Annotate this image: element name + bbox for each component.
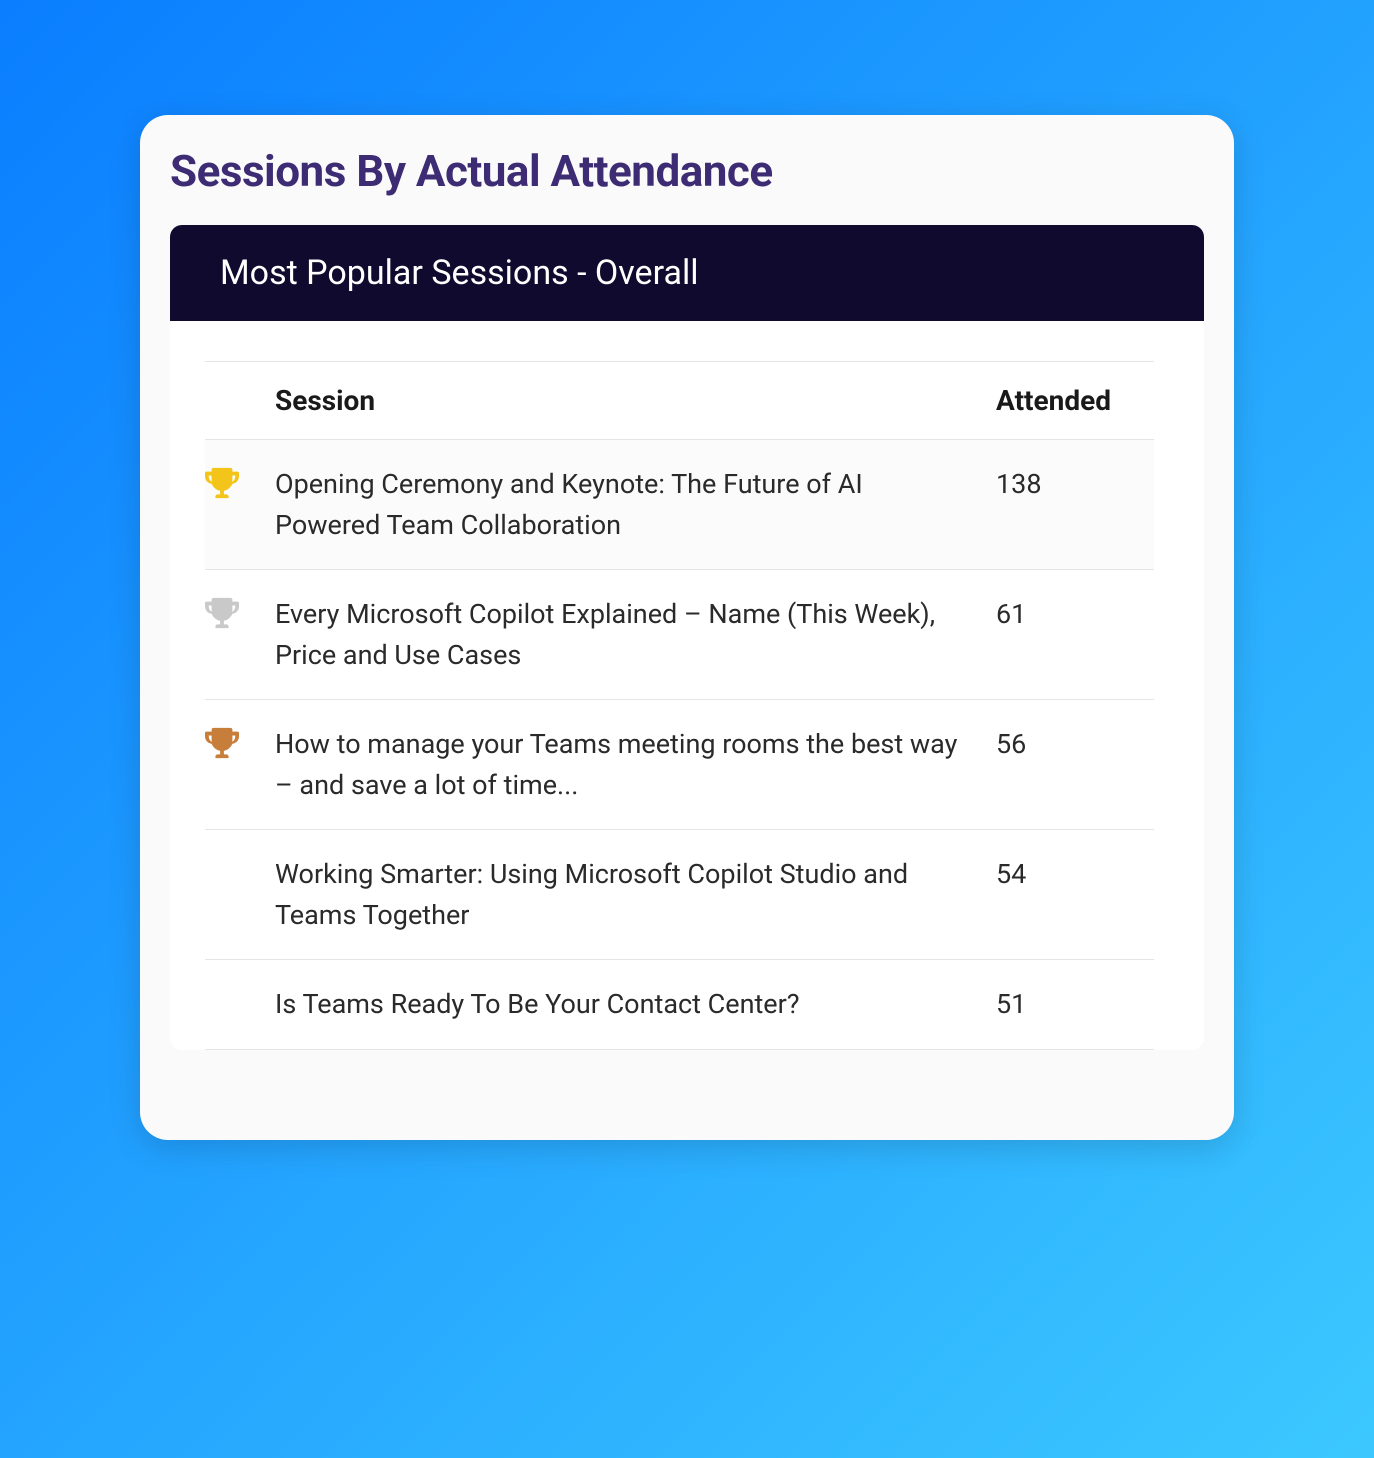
table-row: How to manage your Teams meeting rooms t… — [205, 700, 1154, 830]
cell-attended: 54 — [984, 830, 1154, 960]
sessions-tbody: Opening Ceremony and Keynote: The Future… — [205, 440, 1154, 1050]
trophy-icon — [205, 466, 239, 500]
cell-trophy — [205, 700, 263, 830]
column-header-attended: Attended — [984, 362, 1154, 440]
cell-attended: 138 — [984, 440, 1154, 570]
cell-session: Every Microsoft Copilot Explained – Name… — [263, 570, 984, 700]
sessions-table: Session Attended Opening Ceremony and Ke… — [205, 361, 1154, 1050]
cell-trophy — [205, 440, 263, 570]
trophy-icon — [205, 596, 239, 630]
table-header-row: Session Attended — [205, 362, 1154, 440]
column-header-session: Session — [263, 362, 984, 440]
cell-trophy — [205, 570, 263, 700]
cell-session: Working Smarter: Using Microsoft Copilot… — [263, 830, 984, 960]
table-row: Every Microsoft Copilot Explained – Name… — [205, 570, 1154, 700]
panel-header: Most Popular Sessions - Overall — [170, 225, 1204, 321]
card-title: Sessions By Actual Attendance — [170, 145, 1204, 197]
table-row: Working Smarter: Using Microsoft Copilot… — [205, 830, 1154, 960]
table-wrapper: Session Attended Opening Ceremony and Ke… — [170, 321, 1204, 1050]
cell-attended: 51 — [984, 960, 1154, 1050]
cell-attended: 61 — [984, 570, 1154, 700]
popular-sessions-panel: Most Popular Sessions - Overall Session … — [170, 225, 1204, 1050]
table-row: Opening Ceremony and Keynote: The Future… — [205, 440, 1154, 570]
column-header-trophy — [205, 362, 263, 440]
table-row: Is Teams Ready To Be Your Contact Center… — [205, 960, 1154, 1050]
cell-trophy — [205, 960, 263, 1050]
cell-session: How to manage your Teams meeting rooms t… — [263, 700, 984, 830]
trophy-icon — [205, 726, 239, 760]
attendance-card: Sessions By Actual Attendance Most Popul… — [140, 115, 1234, 1140]
cell-attended: 56 — [984, 700, 1154, 830]
cell-session: Is Teams Ready To Be Your Contact Center… — [263, 960, 984, 1050]
cell-session: Opening Ceremony and Keynote: The Future… — [263, 440, 984, 570]
cell-trophy — [205, 830, 263, 960]
